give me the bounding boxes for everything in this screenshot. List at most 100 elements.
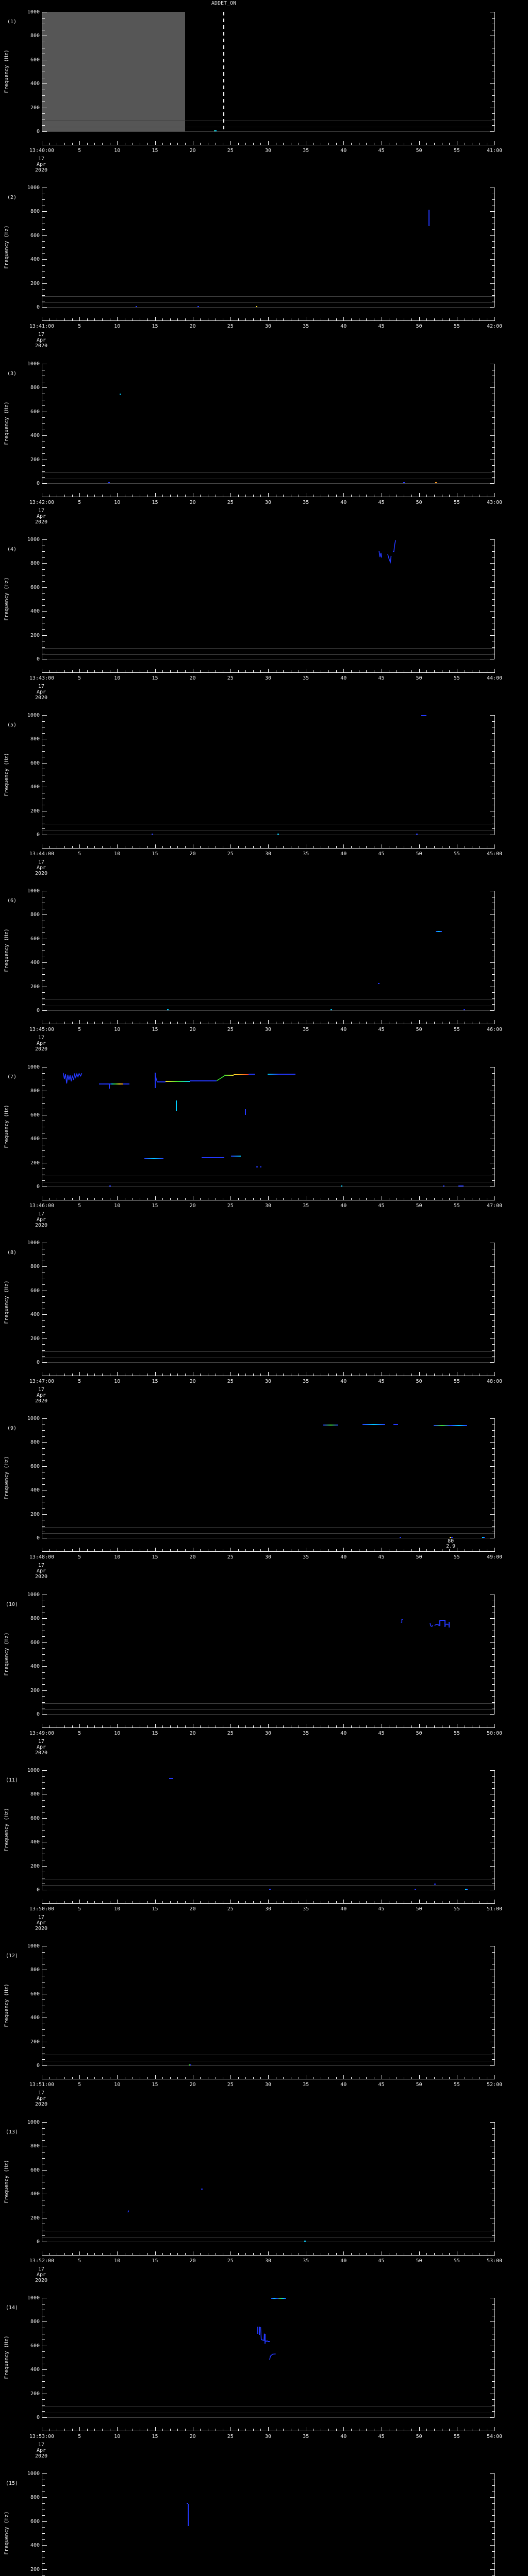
x-tick-label: 45 xyxy=(378,148,385,154)
x-tick xyxy=(155,2251,156,2255)
y-tick-label: 400 xyxy=(30,784,40,790)
y-tick xyxy=(492,1636,494,1637)
x-tick xyxy=(449,2429,450,2431)
y-tick xyxy=(42,235,47,236)
y-tick xyxy=(492,629,494,630)
y-tick xyxy=(42,1526,45,1527)
axis-date-line: 2020 xyxy=(35,343,48,349)
x-tick xyxy=(351,670,352,672)
x-end-time-label: 49:00 xyxy=(486,1554,503,1560)
axis-date-line: 2020 xyxy=(35,167,48,173)
detection-polyline xyxy=(387,554,392,564)
x-tick-label: 55 xyxy=(453,2434,460,2439)
detection-trace xyxy=(111,1083,123,1084)
axis-date-line: Apr xyxy=(36,2096,46,2102)
y-tick xyxy=(490,2065,494,2066)
x-tick xyxy=(426,1374,427,1376)
x-tick xyxy=(426,318,427,320)
y-tick-label: 400 xyxy=(30,433,40,439)
x-tick xyxy=(238,1549,239,1551)
x-tick xyxy=(260,495,261,497)
detection-dot xyxy=(167,1009,169,1011)
y-tick xyxy=(492,1648,494,1649)
x-tick xyxy=(170,143,171,145)
x-tick xyxy=(343,1724,344,1727)
y-tick-label: 200 xyxy=(30,2566,40,2572)
x-tick-label: 45 xyxy=(378,500,385,505)
detection-trace xyxy=(157,1081,166,1082)
y-axis-title: Frequency (Hz) xyxy=(4,401,10,445)
y-tick-label: 800 xyxy=(30,1791,40,1798)
y-tick xyxy=(492,113,494,114)
y-tick xyxy=(42,2569,47,2570)
x-tick xyxy=(328,2253,329,2255)
x-tick xyxy=(117,1548,118,1551)
x-tick xyxy=(328,1901,329,1903)
detection-dot xyxy=(197,306,199,308)
detection-trace xyxy=(166,1080,190,1082)
x-tick xyxy=(268,2251,269,2255)
x-tick-label: 10 xyxy=(114,851,121,857)
detection-trace xyxy=(154,1073,156,1089)
y-tick xyxy=(42,435,47,436)
x-tick xyxy=(64,1549,65,1551)
x-tick xyxy=(343,2427,344,2431)
x-tick xyxy=(268,493,269,497)
x-tick xyxy=(336,1549,337,1551)
x-tick xyxy=(72,1374,73,1376)
y-tick-label: 400 xyxy=(30,1664,40,1670)
y-tick xyxy=(42,2047,45,2048)
detection-dot xyxy=(268,2341,270,2343)
x-tick xyxy=(117,2075,118,2079)
x-tick-label: 10 xyxy=(114,500,121,505)
y-tick-label: 800 xyxy=(30,1439,40,1446)
x-tick xyxy=(87,1022,88,1024)
x-tick xyxy=(336,2077,337,2079)
x-tick-label: 25 xyxy=(227,1027,234,1032)
axis-date-line: 17 xyxy=(38,1739,45,1744)
x-tick xyxy=(162,2429,163,2431)
x-tick-label: 20 xyxy=(189,148,196,154)
x-tick xyxy=(336,846,337,848)
x-tick xyxy=(449,1198,450,1200)
y-tick xyxy=(492,2539,494,2540)
detection-dot xyxy=(435,482,437,484)
x-tick xyxy=(230,493,231,497)
y-tick xyxy=(492,18,494,19)
y-tick-label: 200 xyxy=(30,1863,40,1869)
y-tick xyxy=(42,914,47,916)
x-tick xyxy=(117,2427,118,2431)
x-tick xyxy=(230,2075,231,2079)
y-axis-right xyxy=(494,715,495,835)
x-tick xyxy=(245,1374,246,1376)
y-tick xyxy=(492,247,494,248)
x-tick xyxy=(64,846,65,848)
y-tick-label: 600 xyxy=(30,2518,40,2524)
x-tick-label: 5 xyxy=(78,1027,81,1032)
y-tick xyxy=(42,2473,47,2474)
x-tick xyxy=(200,1549,201,1551)
y-tick xyxy=(42,599,45,600)
detection-polyline xyxy=(430,1623,434,1627)
x-tick xyxy=(328,318,329,320)
x-tick xyxy=(366,1198,367,1200)
time-axis xyxy=(42,2255,495,2256)
x-tick xyxy=(117,1372,118,1376)
x-tick xyxy=(185,143,186,145)
x-tick-label: 25 xyxy=(227,1554,234,1560)
x-tick xyxy=(245,143,246,145)
x-tick-label: 55 xyxy=(453,500,460,505)
y-tick xyxy=(492,593,494,594)
x-tick xyxy=(79,1372,80,1376)
freq-gridline xyxy=(42,483,494,484)
x-tick-label: 20 xyxy=(189,2434,196,2439)
x-tick xyxy=(283,2077,284,2079)
y-axis-title: Frequency (Hz) xyxy=(4,1105,10,1148)
y-tick xyxy=(42,1338,47,1339)
x-tick xyxy=(411,2077,412,2079)
x-tick xyxy=(253,1198,254,1200)
x-tick xyxy=(117,1724,118,1727)
axis-date-line: 17 xyxy=(38,332,45,337)
x-tick xyxy=(343,141,344,145)
